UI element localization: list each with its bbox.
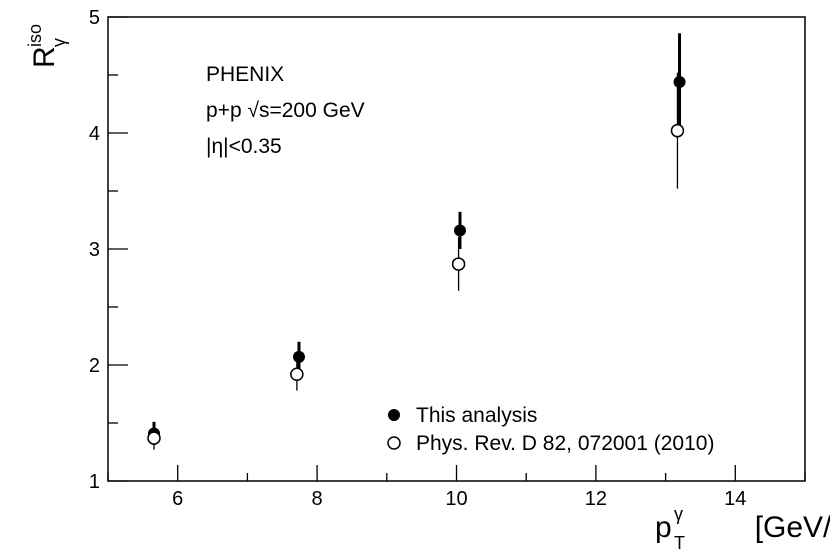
annotation-experiment: PHENIX: [206, 63, 284, 86]
svg-text:[GeV/c]: [GeV/c]: [688, 511, 830, 544]
x-axis-title-sub: T: [674, 533, 685, 552]
y-tick-label: 2: [89, 355, 100, 377]
x-tick-label: 12: [585, 488, 607, 510]
y-tick-label: 4: [89, 123, 100, 145]
y-ticks: 1 2 3 4 5: [89, 7, 128, 493]
x-tick-label: 8: [312, 488, 323, 510]
y-tick-label: 1: [89, 471, 100, 493]
x-tick-label: 14: [724, 488, 746, 510]
legend-marker-filled: [388, 409, 400, 421]
data-point: [147, 431, 161, 445]
x-tick-label: 6: [172, 488, 183, 510]
annotation-eta: |η|<0.35: [206, 135, 282, 158]
y-tick-label: 3: [89, 239, 100, 261]
legend-label-this-analysis: This analysis: [416, 404, 537, 427]
svg-text:γ: γ: [49, 38, 69, 47]
annotation-energy: p+p √s=200 GeV: [206, 99, 365, 122]
svg-text:γ: γ: [674, 504, 683, 524]
series-layer: [147, 33, 686, 450]
annotations: PHENIX p+p √s=200 GeV |η|<0.35: [206, 63, 365, 158]
data-point: [673, 75, 686, 88]
data-point: [453, 224, 466, 237]
legend-marker-open: [387, 436, 401, 450]
svg-text:T: T: [674, 533, 685, 552]
data-point: [670, 123, 685, 138]
svg-text:R: R: [28, 46, 61, 68]
svg-text:iso: iso: [25, 24, 45, 47]
y-tick-label: 5: [89, 7, 100, 29]
x-axis-title-sup: γ: [674, 504, 683, 524]
series-1: [148, 33, 686, 446]
y-axis-title: R iso γ: [25, 24, 69, 68]
data-point: [290, 367, 304, 382]
y-axis-title-base: R: [28, 46, 61, 68]
x-ticks: 6 8 10 12 14: [107, 465, 806, 510]
data-point: [292, 350, 305, 363]
legend: This analysis Phys. Rev. D 82, 072001 (2…: [387, 404, 714, 455]
svg-text:p: p: [655, 511, 672, 544]
x-axis-title: p γ T [GeV/c]: [655, 504, 830, 552]
y-axis-title-sup: iso: [25, 24, 45, 47]
x-axis-title-rest: [GeV/c]: [746, 511, 830, 544]
series-2: [147, 72, 685, 450]
x-axis-title-base: p: [655, 511, 672, 544]
data-point: [451, 257, 466, 271]
x-tick-label: 10: [445, 488, 467, 510]
y-axis-title-sub: γ: [49, 38, 69, 47]
legend-label-phys-rev: Phys. Rev. D 82, 072001 (2010): [416, 432, 714, 455]
